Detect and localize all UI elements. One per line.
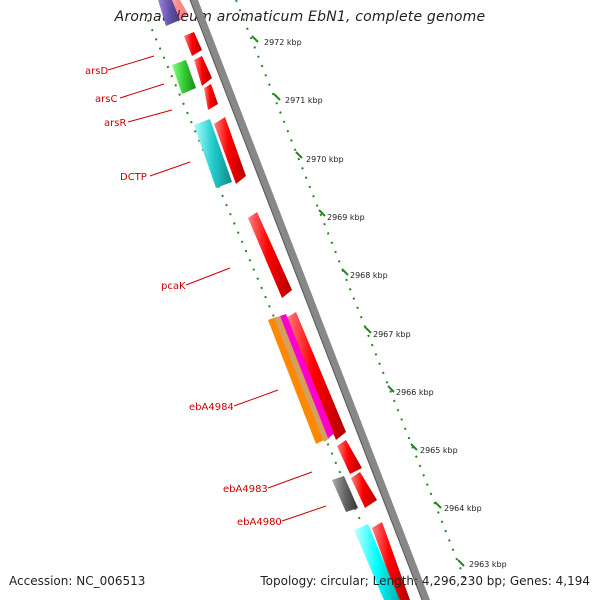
- gene-label-pcaK: pcaK: [161, 281, 186, 292]
- cog-cyan-bottom: [354, 524, 400, 600]
- cog-orange: [268, 317, 324, 444]
- tick-label-2969: 2969 kbp: [327, 213, 365, 222]
- tick-label-2967: 2967 kbp: [373, 330, 411, 339]
- tick-label-2970: 2970 kbp: [306, 155, 344, 164]
- cds-top-2: [184, 32, 202, 56]
- cds-arsC: [204, 84, 218, 110]
- accession-text: Accession: NC_006513: [9, 574, 146, 588]
- genome-summary-text: Topology: circular; Length: 4,296,230 bp…: [260, 574, 590, 588]
- cds-pcaK: [248, 212, 292, 298]
- forward-cds-track: [168, 0, 410, 600]
- backbone: [189, 0, 430, 600]
- gene-label-arsR: arsR: [104, 118, 126, 129]
- gene-label-arsC: arsC: [95, 94, 117, 105]
- gene-label-ebA4983: ebA4983: [223, 484, 268, 495]
- label-leaders: [107, 55, 327, 522]
- cog-green: [172, 60, 196, 94]
- tick-label-2963: 2963 kbp: [469, 560, 507, 569]
- tick-label-2971: 2971 kbp: [285, 96, 323, 105]
- cds-bottom: [372, 522, 410, 600]
- tick-label-2965: 2965 kbp: [420, 446, 458, 455]
- tick-label-2964: 2964 kbp: [444, 504, 482, 513]
- tick-label-2972: 2972 kbp: [264, 38, 302, 47]
- cog-magenta: [280, 314, 334, 438]
- cds-ebA4983-a: [337, 440, 362, 474]
- cog-tan: [274, 316, 330, 442]
- cds-arsD: [194, 56, 212, 86]
- gene-label-ebA4980: ebA4980: [237, 517, 282, 528]
- cog-cyan: [194, 119, 232, 188]
- cds-arsR: [214, 117, 246, 184]
- cds-ebA4984: [286, 312, 346, 440]
- cog-purple: [158, 0, 180, 26]
- cog-track: [158, 0, 400, 600]
- cog-gray: [332, 476, 358, 512]
- gene-label-DCTP: DCTP: [120, 172, 147, 183]
- ruler-ticks: [251, 35, 465, 567]
- tick-label-2968: 2968 kbp: [350, 271, 388, 280]
- cds-ebA4983-b: [351, 472, 377, 508]
- inner-ruler-line: [147, 19, 395, 600]
- map-title: Aromatoleum aromaticum EbN1, complete ge…: [114, 9, 486, 25]
- tick-label-2966: 2966 kbp: [396, 388, 434, 397]
- outer-ruler-line: [235, 0, 466, 581]
- gene-label-arsD: arsD: [85, 66, 108, 77]
- gene-label-ebA4984: ebA4984: [189, 402, 234, 413]
